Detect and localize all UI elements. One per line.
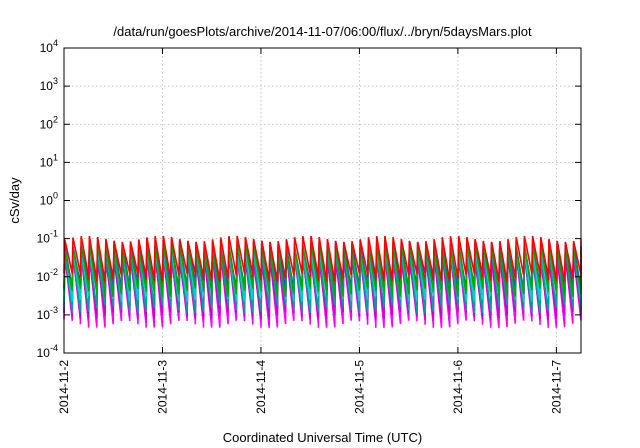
y-axis-label: cSv/day	[7, 177, 22, 224]
series-line	[63, 235, 582, 282]
chart-title: /data/run/goesPlots/archive/2014-11-07/0…	[113, 24, 532, 39]
x-tick-label: 2014-11-4	[254, 360, 268, 414]
tick-layer: 10-4 10-3 10-2 10-1 100 101 102 103 104 2014-11-2…	[37, 38, 581, 414]
y-tick-label: 10-4	[37, 343, 58, 360]
series-line	[63, 248, 582, 314]
x-tick-label: 2014-11-6	[451, 360, 465, 414]
grid-layer	[64, 48, 581, 353]
x-axis-label: Coordinated Universal Time (UTC)	[223, 430, 422, 445]
y-tick-label: 101	[40, 152, 58, 169]
x-tick-label: 2014-11-2	[57, 360, 71, 414]
y-tick-label: 10-3	[37, 305, 58, 322]
x-tick-label: 2014-11-5	[352, 360, 366, 414]
y-tick-label: 10-2	[37, 267, 58, 284]
y-tick-label: 10-1	[37, 229, 58, 246]
series-line	[63, 242, 582, 297]
y-tick-label: 100	[40, 191, 58, 208]
series-layer	[63, 235, 582, 328]
y-tick-label: 104	[40, 38, 58, 55]
plot-frame	[63, 47, 582, 354]
y-tick-label: 103	[40, 76, 58, 93]
x-tick-label: 2014-11-7	[549, 360, 563, 414]
y-tick-label: 102	[40, 114, 58, 131]
x-tick-label: 2014-11-3	[155, 360, 169, 414]
